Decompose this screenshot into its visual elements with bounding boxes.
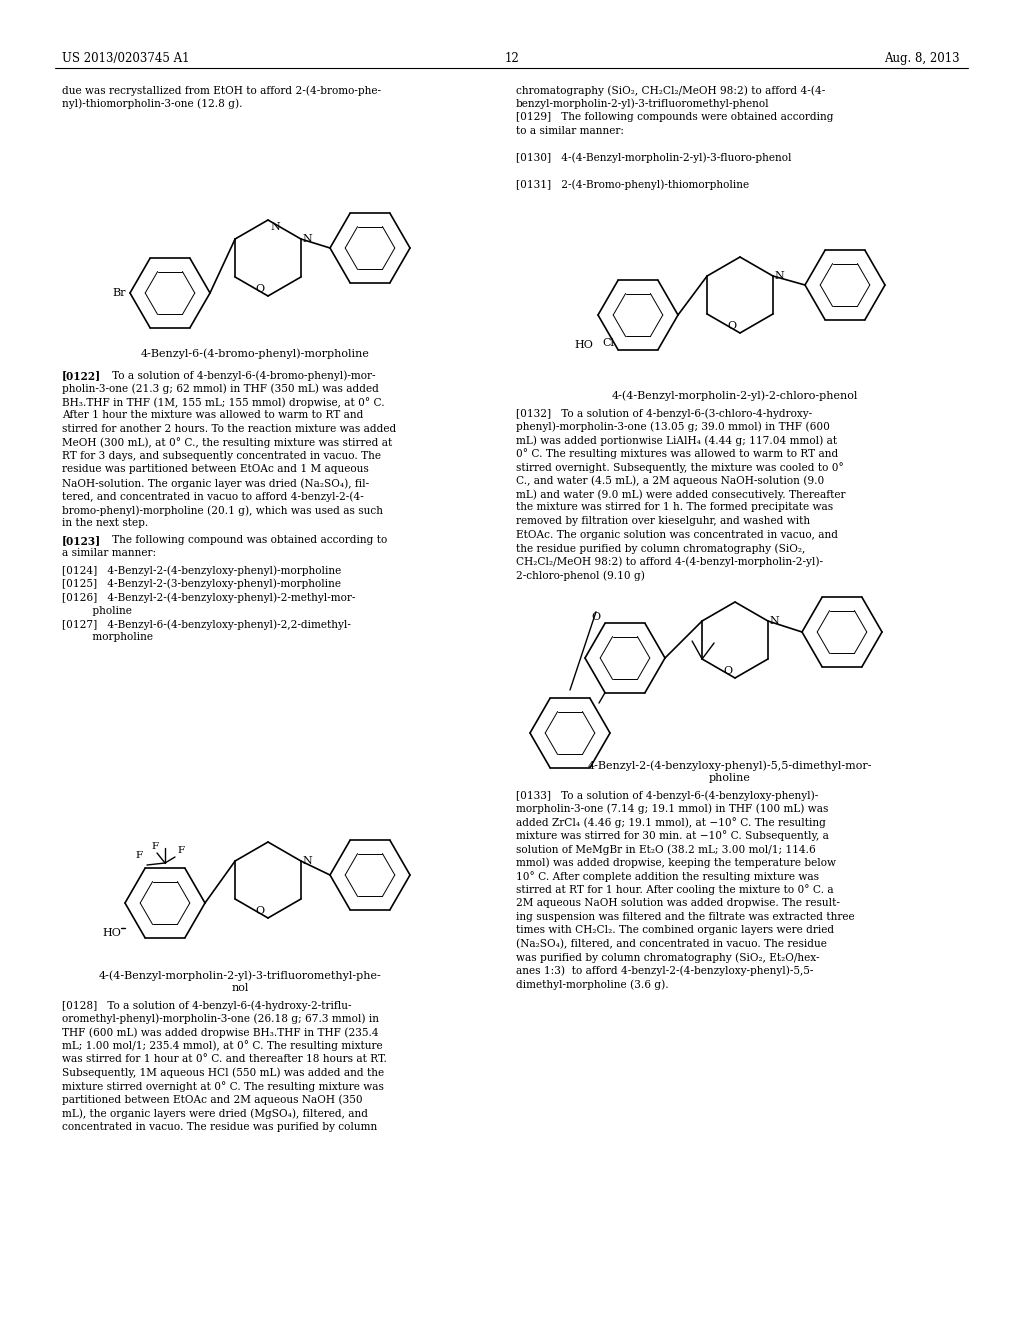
Text: the mixture was stirred for 1 h. The formed precipitate was: the mixture was stirred for 1 h. The for… — [516, 503, 834, 512]
Text: [0124]   4-Benzyl-2-(4-benzyloxy-phenyl)-morpholine: [0124] 4-Benzyl-2-(4-benzyloxy-phenyl)-m… — [62, 565, 341, 576]
Text: bromo-phenyl)-morpholine (20.1 g), which was used as such: bromo-phenyl)-morpholine (20.1 g), which… — [62, 506, 383, 516]
Text: Br: Br — [113, 288, 126, 298]
Text: stirred overnight. Subsequently, the mixture was cooled to 0°: stirred overnight. Subsequently, the mix… — [516, 462, 844, 473]
Text: nyl)-thiomorpholin-3-one (12.8 g).: nyl)-thiomorpholin-3-one (12.8 g). — [62, 99, 243, 110]
Text: residue was partitioned between EtOAc and 1 M aqueous: residue was partitioned between EtOAc an… — [62, 465, 369, 474]
Text: N: N — [775, 271, 784, 281]
Text: removed by filtration over kieselguhr, and washed with: removed by filtration over kieselguhr, a… — [516, 516, 810, 525]
Text: [0129]   The following compounds were obtained according: [0129] The following compounds were obta… — [516, 112, 834, 121]
Text: mL; 1.00 mol/1; 235.4 mmol), at 0° C. The resulting mixture: mL; 1.00 mol/1; 235.4 mmol), at 0° C. Th… — [62, 1040, 383, 1051]
Text: pholin-3-one (21.3 g; 62 mmol) in THF (350 mL) was added: pholin-3-one (21.3 g; 62 mmol) in THF (3… — [62, 384, 379, 395]
Text: [0132]   To a solution of 4-benzyl-6-(3-chloro-4-hydroxy-: [0132] To a solution of 4-benzyl-6-(3-ch… — [516, 408, 812, 418]
Text: CH₂Cl₂/MeOH 98:2) to afford 4-(4-benzyl-morpholin-2-yl)-: CH₂Cl₂/MeOH 98:2) to afford 4-(4-benzyl-… — [516, 557, 823, 568]
Text: 10° C. After complete addition the resulting mixture was: 10° C. After complete addition the resul… — [516, 871, 819, 882]
Text: O: O — [256, 284, 265, 294]
Text: C., and water (4.5 mL), a 2M aqueous NaOH-solution (9.0: C., and water (4.5 mL), a 2M aqueous NaO… — [516, 475, 824, 486]
Text: O: O — [728, 321, 737, 331]
Text: US 2013/0203745 A1: US 2013/0203745 A1 — [62, 51, 189, 65]
Text: [0122]: [0122] — [62, 370, 101, 381]
Text: 0° C. The resulting mixtures was allowed to warm to RT and: 0° C. The resulting mixtures was allowed… — [516, 449, 839, 459]
Text: N: N — [270, 222, 280, 232]
Text: pholine: pholine — [62, 606, 132, 615]
Text: oromethyl-phenyl)-morpholin-3-one (26.18 g; 67.3 mmol) in: oromethyl-phenyl)-morpholin-3-one (26.18… — [62, 1014, 379, 1024]
Text: [0128]   To a solution of 4-benzyl-6-(4-hydroxy-2-triflu-: [0128] To a solution of 4-benzyl-6-(4-hy… — [62, 1001, 351, 1011]
Text: [0131]   2-(4-Bromo-phenyl)-thiomorpholine: [0131] 2-(4-Bromo-phenyl)-thiomorpholine — [516, 180, 750, 190]
Text: partitioned between EtOAc and 2M aqueous NaOH (350: partitioned between EtOAc and 2M aqueous… — [62, 1094, 362, 1105]
Text: 12: 12 — [505, 51, 519, 65]
Text: After 1 hour the mixture was allowed to warm to RT and: After 1 hour the mixture was allowed to … — [62, 411, 364, 421]
Text: BH₃.THF in THF (1M, 155 mL; 155 mmol) dropwise, at 0° C.: BH₃.THF in THF (1M, 155 mL; 155 mmol) dr… — [62, 397, 385, 408]
Text: O: O — [256, 906, 265, 916]
Text: [0125]   4-Benzyl-2-(3-benzyloxy-phenyl)-morpholine: [0125] 4-Benzyl-2-(3-benzyloxy-phenyl)-m… — [62, 578, 341, 589]
Text: To a solution of 4-benzyl-6-(4-bromo-phenyl)-mor-: To a solution of 4-benzyl-6-(4-bromo-phe… — [102, 370, 376, 380]
Text: F: F — [177, 846, 184, 855]
Text: The following compound was obtained according to: The following compound was obtained acco… — [102, 535, 387, 545]
Text: [0127]   4-Benzyl-6-(4-benzyloxy-phenyl)-2,2-dimethyl-: [0127] 4-Benzyl-6-(4-benzyloxy-phenyl)-2… — [62, 619, 351, 630]
Text: to a similar manner:: to a similar manner: — [516, 125, 624, 136]
Text: 2-chloro-phenol (9.10 g): 2-chloro-phenol (9.10 g) — [516, 570, 645, 581]
Text: mL), the organic layers were dried (MgSO₄), filtered, and: mL), the organic layers were dried (MgSO… — [62, 1107, 368, 1118]
Text: [0133]   To a solution of 4-benzyl-6-(4-benzyloxy-phenyl)-: [0133] To a solution of 4-benzyl-6-(4-be… — [516, 789, 818, 800]
Text: nol: nol — [231, 983, 249, 993]
Text: stirred at RT for 1 hour. After cooling the mixture to 0° C. a: stirred at RT for 1 hour. After cooling … — [516, 884, 834, 895]
Text: tered, and concentrated in vacuo to afford 4-benzyl-2-(4-: tered, and concentrated in vacuo to affo… — [62, 491, 364, 502]
Text: stirred for another 2 hours. To the reaction mixture was added: stirred for another 2 hours. To the reac… — [62, 424, 396, 434]
Text: MeOH (300 mL), at 0° C., the resulting mixture was stirred at: MeOH (300 mL), at 0° C., the resulting m… — [62, 437, 392, 449]
Text: NaOH-solution. The organic layer was dried (Na₂SO₄), fil-: NaOH-solution. The organic layer was dri… — [62, 478, 369, 488]
Text: F: F — [136, 851, 143, 861]
Text: in the next step.: in the next step. — [62, 519, 148, 528]
Text: O: O — [592, 611, 600, 622]
Text: was purified by column chromatography (SiO₂, Et₂O/hex-: was purified by column chromatography (S… — [516, 952, 819, 962]
Text: (Na₂SO₄), filtered, and concentrated in vacuo. The residue: (Na₂SO₄), filtered, and concentrated in … — [516, 939, 826, 949]
Text: THF (600 mL) was added dropwise BH₃.THF in THF (235.4: THF (600 mL) was added dropwise BH₃.THF … — [62, 1027, 379, 1038]
Text: F: F — [152, 842, 159, 851]
Text: HO: HO — [102, 928, 121, 939]
Text: due was recrystallized from EtOH to afford 2-(4-bromo-phe-: due was recrystallized from EtOH to affo… — [62, 84, 381, 95]
Text: [0130]   4-(4-Benzyl-morpholin-2-yl)-3-fluoro-phenol: [0130] 4-(4-Benzyl-morpholin-2-yl)-3-flu… — [516, 153, 792, 164]
Text: N: N — [303, 234, 312, 244]
Text: mmol) was added dropwise, keeping the temperature below: mmol) was added dropwise, keeping the te… — [516, 858, 836, 869]
Text: added ZrCl₄ (4.46 g; 19.1 mmol), at −10° C. The resulting: added ZrCl₄ (4.46 g; 19.1 mmol), at −10°… — [516, 817, 826, 828]
Text: a similar manner:: a similar manner: — [62, 549, 156, 558]
Text: Cl: Cl — [602, 338, 614, 347]
Text: benzyl-morpholin-2-yl)-3-trifluoromethyl-phenol: benzyl-morpholin-2-yl)-3-trifluoromethyl… — [516, 99, 770, 110]
Text: morpholin-3-one (7.14 g; 19.1 mmol) in THF (100 mL) was: morpholin-3-one (7.14 g; 19.1 mmol) in T… — [516, 804, 828, 814]
Text: chromatography (SiO₂, CH₂Cl₂/MeOH 98:2) to afford 4-(4-: chromatography (SiO₂, CH₂Cl₂/MeOH 98:2) … — [516, 84, 825, 95]
Text: EtOAc. The organic solution was concentrated in vacuo, and: EtOAc. The organic solution was concentr… — [516, 529, 838, 540]
Text: 2M aqueous NaOH solution was added dropwise. The result-: 2M aqueous NaOH solution was added dropw… — [516, 898, 840, 908]
Text: mL) was added portionwise LiAlH₄ (4.44 g; 117.04 mmol) at: mL) was added portionwise LiAlH₄ (4.44 g… — [516, 436, 838, 446]
Text: [0126]   4-Benzyl-2-(4-benzyloxy-phenyl)-2-methyl-mor-: [0126] 4-Benzyl-2-(4-benzyloxy-phenyl)-2… — [62, 591, 355, 602]
Text: Aug. 8, 2013: Aug. 8, 2013 — [885, 51, 961, 65]
Text: solution of MeMgBr in Et₂O (38.2 mL; 3.00 mol/1; 114.6: solution of MeMgBr in Et₂O (38.2 mL; 3.0… — [516, 843, 816, 854]
Text: HO: HO — [574, 341, 593, 350]
Text: phenyl)-morpholin-3-one (13.05 g; 39.0 mmol) in THF (600: phenyl)-morpholin-3-one (13.05 g; 39.0 m… — [516, 421, 829, 432]
Text: 4-Benzyl-6-(4-bromo-phenyl)-morpholine: 4-Benzyl-6-(4-bromo-phenyl)-morpholine — [140, 348, 370, 359]
Text: the residue purified by column chromatography (SiO₂,: the residue purified by column chromatog… — [516, 543, 805, 553]
Text: dimethyl-morpholine (3.6 g).: dimethyl-morpholine (3.6 g). — [516, 979, 669, 990]
Text: morpholine: morpholine — [62, 632, 153, 643]
Text: mL) and water (9.0 mL) were added consecutively. Thereafter: mL) and water (9.0 mL) were added consec… — [516, 488, 846, 499]
Text: times with CH₂Cl₂. The combined organic layers were dried: times with CH₂Cl₂. The combined organic … — [516, 925, 835, 935]
Text: 4-(4-Benzyl-morpholin-2-yl)-3-trifluoromethyl-phe-: 4-(4-Benzyl-morpholin-2-yl)-3-trifluorom… — [98, 970, 381, 981]
Text: [0123]: [0123] — [62, 535, 101, 546]
Text: concentrated in vacuo. The residue was purified by column: concentrated in vacuo. The residue was p… — [62, 1122, 377, 1131]
Text: Subsequently, 1M aqueous HCl (550 mL) was added and the: Subsequently, 1M aqueous HCl (550 mL) wa… — [62, 1068, 384, 1078]
Text: was stirred for 1 hour at 0° C. and thereafter 18 hours at RT.: was stirred for 1 hour at 0° C. and ther… — [62, 1053, 387, 1064]
Text: ing suspension was filtered and the filtrate was extracted three: ing suspension was filtered and the filt… — [516, 912, 855, 921]
Text: mixture was stirred for 30 min. at −10° C. Subsequently, a: mixture was stirred for 30 min. at −10° … — [516, 830, 828, 841]
Text: anes 1:3)  to afford 4-benzyl-2-(4-benzyloxy-phenyl)-5,5-: anes 1:3) to afford 4-benzyl-2-(4-benzyl… — [516, 965, 813, 975]
Text: RT for 3 days, and subsequently concentrated in vacuo. The: RT for 3 days, and subsequently concentr… — [62, 451, 381, 461]
Text: N: N — [303, 855, 312, 866]
Text: pholine: pholine — [709, 774, 751, 783]
Text: mixture stirred overnight at 0° C. The resulting mixture was: mixture stirred overnight at 0° C. The r… — [62, 1081, 384, 1092]
Text: O: O — [723, 667, 732, 676]
Text: 4-Benzyl-2-(4-benzyloxy-phenyl)-5,5-dimethyl-mor-: 4-Benzyl-2-(4-benzyloxy-phenyl)-5,5-dime… — [588, 760, 872, 771]
Text: 4-(4-Benzyl-morpholin-2-yl)-2-chloro-phenol: 4-(4-Benzyl-morpholin-2-yl)-2-chloro-phe… — [611, 389, 858, 400]
Text: N: N — [770, 616, 779, 626]
